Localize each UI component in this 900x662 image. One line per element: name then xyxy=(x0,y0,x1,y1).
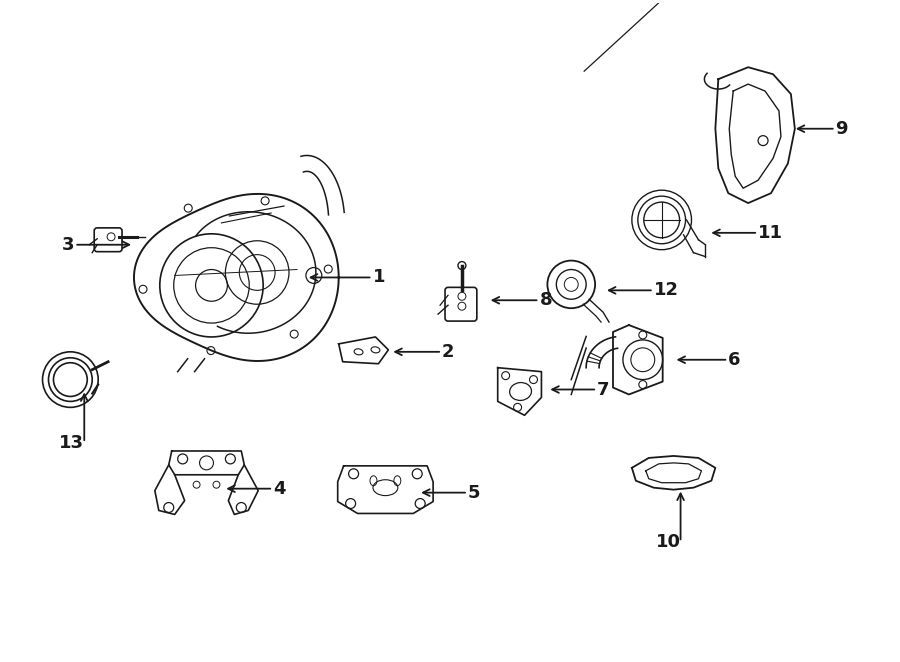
Text: 4: 4 xyxy=(273,480,285,498)
Text: 7: 7 xyxy=(597,381,609,399)
Text: 6: 6 xyxy=(728,351,741,369)
Text: 2: 2 xyxy=(442,343,454,361)
Text: 8: 8 xyxy=(539,291,552,309)
Text: 1: 1 xyxy=(373,269,385,287)
Text: 12: 12 xyxy=(653,281,679,299)
Text: 10: 10 xyxy=(655,533,680,551)
Text: 5: 5 xyxy=(468,484,481,502)
Text: 13: 13 xyxy=(59,434,85,452)
Text: 11: 11 xyxy=(758,224,783,242)
Text: 3: 3 xyxy=(62,236,75,254)
Text: 9: 9 xyxy=(835,120,848,138)
